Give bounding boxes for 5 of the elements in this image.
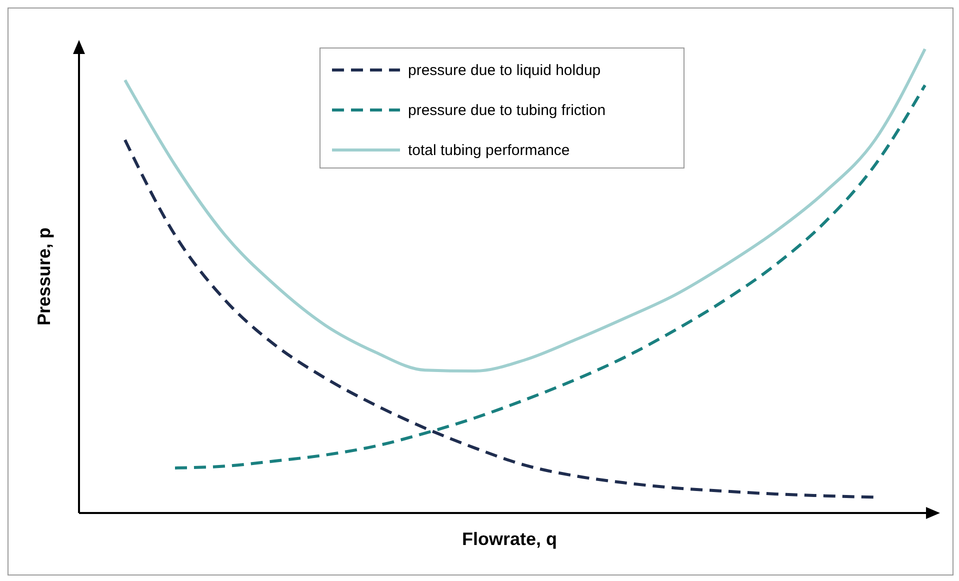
x-axis-title: Flowrate, q xyxy=(462,529,558,549)
legend-label: total tubing performance xyxy=(408,142,570,159)
y-axis-title: Pressure, p xyxy=(34,227,54,326)
legend-label: pressure due to tubing friction xyxy=(408,102,606,119)
legend-label: pressure due to liquid holdup xyxy=(408,62,601,79)
